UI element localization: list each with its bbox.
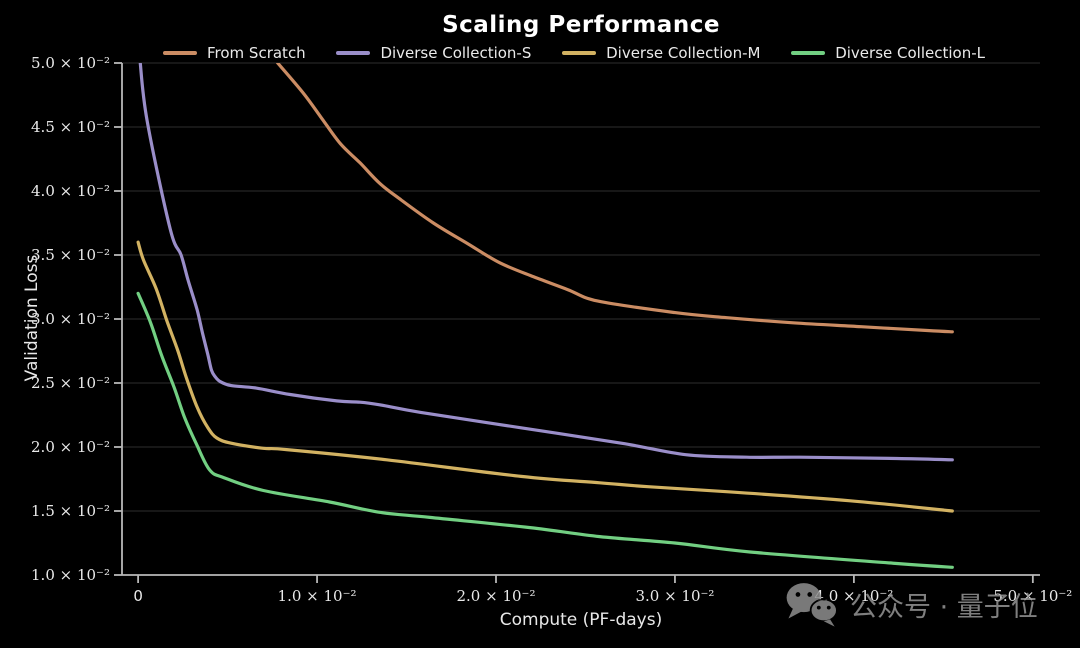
wechat-icon [786, 583, 838, 627]
y-tick-label: 5.0 × 10⁻² [31, 54, 110, 72]
legend-item-diverse-collection-l: Diverse Collection-L [791, 44, 985, 62]
legend-item-diverse-collection-m: Diverse Collection-M [562, 44, 760, 62]
y-tick-label: 3.5 × 10⁻² [31, 246, 110, 264]
series-line-from-scratch [276, 63, 954, 334]
x-tick-label: 1.0 × 10⁻² [278, 587, 357, 605]
y-tick-label: 4.0 × 10⁻² [31, 182, 110, 200]
legend-item-diverse-collection-s: Diverse Collection-S [336, 44, 531, 62]
x-axis-label: Compute (PF-days) [499, 610, 663, 630]
y-tick-label: 2.0 × 10⁻² [31, 438, 110, 456]
y-tick-label: 4.5 × 10⁻² [31, 118, 110, 136]
x-tick-label: 4.0 × 10⁻² [814, 587, 893, 605]
y-axis-label: Validation Loss [22, 254, 42, 382]
x-tick-label: 5.0 × 10⁻² [993, 587, 1072, 605]
watermark: 公众号 · 量子位 [783, 580, 1038, 628]
series-line-diverse-collection-s [138, 63, 954, 462]
legend-swatch-diverse-collection-l [791, 51, 826, 55]
y-tick-label: 3.0 × 10⁻² [31, 310, 110, 328]
legend-label: Diverse Collection-S [380, 44, 532, 62]
x-tick-label: 2.0 × 10⁻² [457, 587, 536, 605]
y-tick-label: 2.5 × 10⁻² [31, 374, 110, 392]
legend-swatch-diverse-collection-s [336, 51, 371, 55]
legend-label: From Scratch [207, 44, 306, 62]
legend-swatch-from-scratch [163, 51, 197, 55]
legend-item-from-scratch: From Scratch [163, 44, 306, 62]
x-tick-label: 0 [133, 587, 143, 605]
legend-label: Diverse Collection-L [835, 44, 985, 62]
y-tick-label: 1.0 × 10⁻² [31, 566, 110, 584]
series-line-diverse-collection-m [136, 240, 954, 513]
legend: From Scratch Diverse Collection-S Divers… [163, 44, 985, 62]
y-tick-label: 1.5 × 10⁻² [31, 502, 110, 520]
legend-swatch-diverse-collection-m [562, 51, 597, 55]
chart-title: Scaling Performance [442, 12, 720, 38]
x-tick-label: 3.0 × 10⁻² [635, 587, 714, 605]
series-line-diverse-collection-l [136, 291, 954, 569]
watermark-text: 公众号 · 量子位 [850, 591, 1038, 623]
legend-label: Diverse Collection-M [606, 44, 761, 62]
